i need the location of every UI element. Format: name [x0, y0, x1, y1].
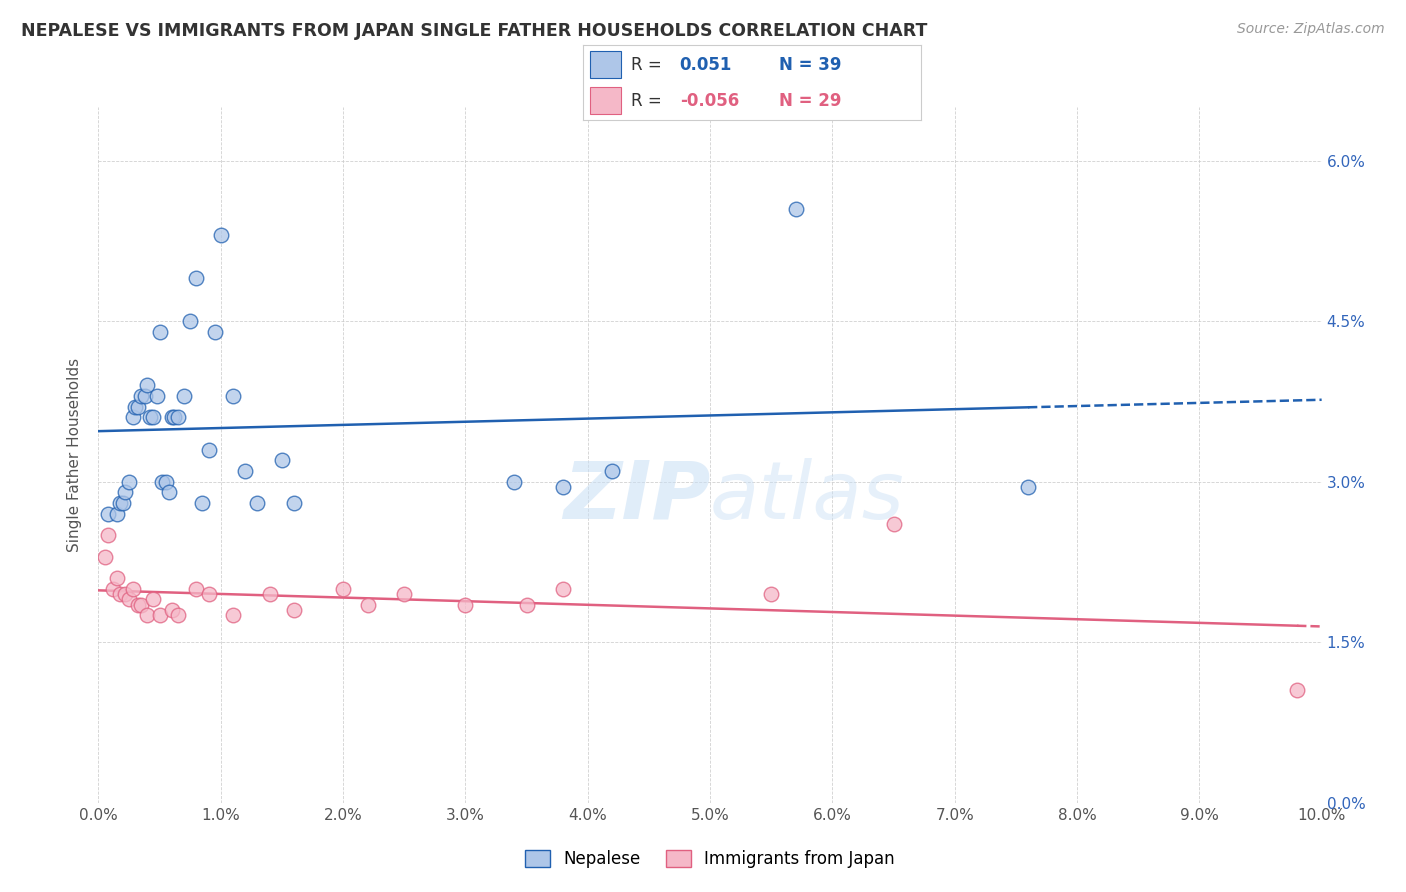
Point	[454, 598, 477, 612]
Point	[118, 475, 141, 489]
Point	[163, 410, 186, 425]
Point	[209, 228, 232, 243]
Point	[167, 410, 190, 425]
Point	[142, 592, 165, 607]
Point	[259, 587, 281, 601]
Text: NEPALESE VS IMMIGRANTS FROM JAPAN SINGLE FATHER HOUSEHOLDS CORRELATION CHART: NEPALESE VS IMMIGRANTS FROM JAPAN SINGLE…	[21, 22, 928, 40]
Point	[139, 410, 162, 425]
Point	[146, 389, 169, 403]
Point	[127, 598, 149, 612]
Point	[356, 598, 378, 612]
Point	[197, 587, 219, 601]
Point	[173, 389, 195, 403]
Legend: Nepalese, Immigrants from Japan: Nepalese, Immigrants from Japan	[519, 843, 901, 874]
Point	[503, 475, 526, 489]
Text: ZIP: ZIP	[562, 458, 710, 536]
Point	[186, 271, 208, 285]
Text: Source: ZipAtlas.com: Source: ZipAtlas.com	[1237, 22, 1385, 37]
Point	[114, 485, 136, 500]
Point	[93, 549, 115, 564]
Point	[186, 582, 208, 596]
Point	[283, 496, 305, 510]
Point	[516, 598, 538, 612]
Point	[129, 389, 152, 403]
Text: 0.051: 0.051	[679, 56, 733, 74]
Point	[118, 592, 141, 607]
Point	[222, 608, 245, 623]
Point	[150, 475, 173, 489]
Point	[270, 453, 292, 467]
Point	[155, 475, 177, 489]
Point	[160, 410, 183, 425]
Point	[191, 496, 214, 510]
Point	[97, 528, 120, 542]
Point	[204, 325, 226, 339]
Point	[101, 582, 124, 596]
Point	[167, 608, 190, 623]
Point	[149, 325, 172, 339]
Point	[600, 464, 623, 478]
Point	[222, 389, 245, 403]
Text: N = 39: N = 39	[779, 56, 842, 74]
Point	[121, 410, 143, 425]
Text: R =: R =	[631, 56, 666, 74]
Point	[1017, 480, 1039, 494]
Point	[392, 587, 416, 601]
Point	[105, 571, 128, 585]
Point	[197, 442, 219, 457]
Point	[553, 480, 575, 494]
Point	[160, 603, 183, 617]
Point	[121, 582, 143, 596]
Point	[157, 485, 180, 500]
FancyBboxPatch shape	[591, 51, 620, 78]
Y-axis label: Single Father Households: Single Father Households	[67, 358, 83, 552]
Point	[97, 507, 120, 521]
Text: -0.056: -0.056	[679, 92, 740, 110]
Point	[1286, 683, 1309, 698]
Point	[149, 608, 172, 623]
FancyBboxPatch shape	[591, 87, 620, 114]
Point	[136, 608, 159, 623]
Text: R =: R =	[631, 92, 666, 110]
Point	[129, 598, 152, 612]
Point	[110, 587, 132, 601]
Point	[105, 507, 128, 521]
Point	[142, 410, 165, 425]
Point	[233, 464, 256, 478]
Point	[136, 378, 159, 392]
Point	[332, 582, 354, 596]
Point	[110, 496, 132, 510]
Point	[127, 400, 149, 414]
Point	[246, 496, 269, 510]
Point	[785, 202, 807, 216]
Text: N = 29: N = 29	[779, 92, 842, 110]
Point	[134, 389, 156, 403]
Point	[759, 587, 782, 601]
Point	[553, 582, 575, 596]
Point	[114, 587, 136, 601]
Point	[883, 517, 905, 532]
Point	[124, 400, 146, 414]
Point	[283, 603, 305, 617]
Text: atlas: atlas	[710, 458, 905, 536]
Point	[111, 496, 134, 510]
Point	[179, 314, 201, 328]
